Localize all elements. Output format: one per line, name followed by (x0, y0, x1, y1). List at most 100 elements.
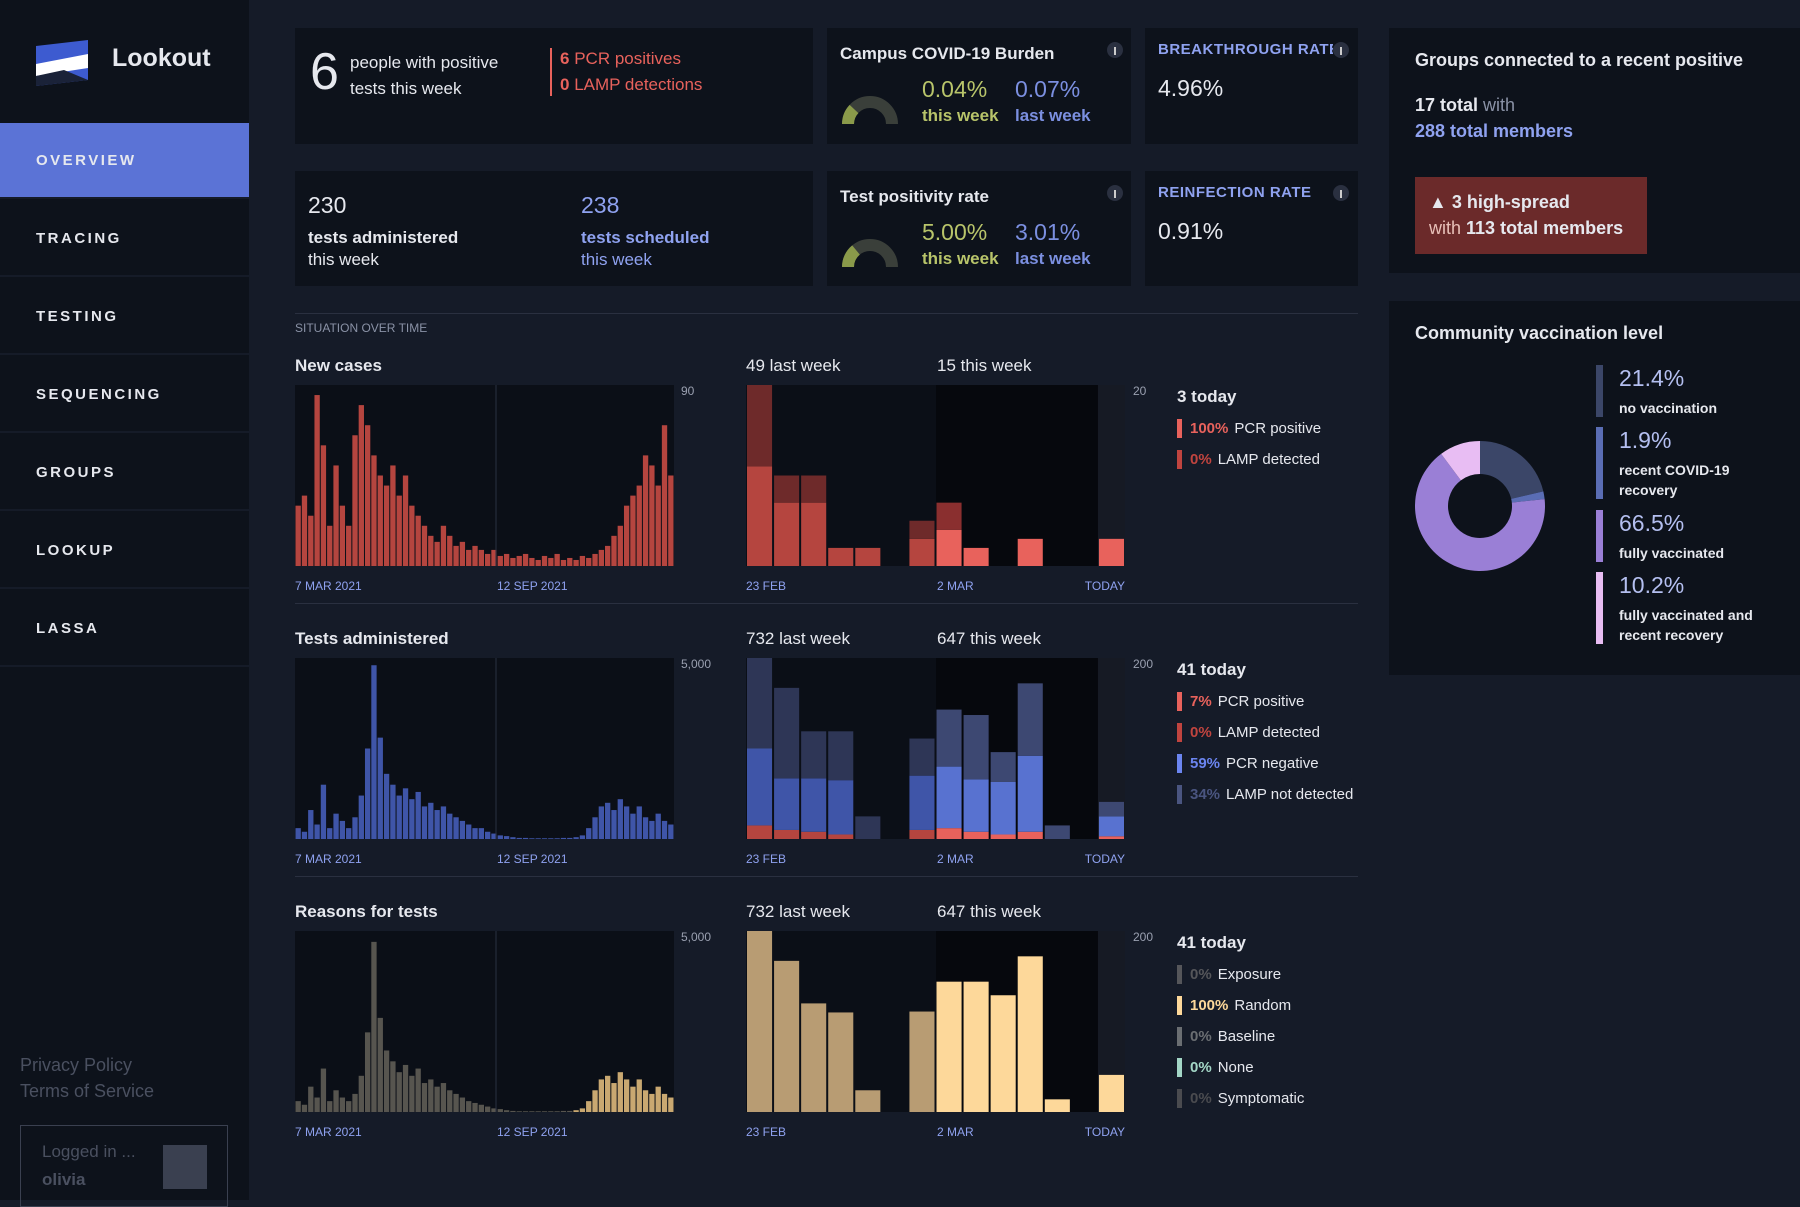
bar (314, 1097, 320, 1112)
y-tick-label: 5,000 (681, 930, 711, 944)
chart-title: New cases (295, 356, 382, 375)
bar (541, 555, 548, 566)
legend-pct: 0% (1190, 724, 1212, 741)
legend-entry: 0% Exposure (1190, 966, 1281, 983)
high-spread-alert[interactable] (1415, 177, 1647, 254)
legend-value: 21.4% (1619, 365, 1685, 391)
bar (592, 817, 598, 839)
alert-count: ▲ 3 high-spread (1429, 192, 1570, 212)
bar (301, 495, 308, 566)
legend-entry: 34% LAMP not detected (1190, 786, 1353, 803)
bar (377, 1017, 383, 1112)
legend-swatch (1177, 692, 1182, 711)
bar (541, 1111, 548, 1112)
nav-item[interactable]: GROUPS (0, 435, 249, 511)
legend-pct: 0% (1190, 1028, 1212, 1045)
bar (346, 828, 352, 839)
bar (453, 817, 459, 839)
x-tick-label: 12 SEP 2021 (497, 579, 568, 593)
bar (466, 824, 472, 839)
tests-card (295, 171, 813, 286)
legend-pct: 34% (1190, 786, 1220, 803)
nav-item[interactable]: LOOKUP (0, 513, 249, 589)
burden-this: 0.04% (922, 76, 988, 102)
bar (308, 515, 314, 566)
bar (535, 838, 541, 839)
nav-item[interactable]: TESTING (0, 279, 249, 355)
bar (402, 475, 409, 566)
bar (936, 502, 962, 530)
nav-item[interactable]: SEQUENCING (0, 357, 249, 433)
administered-value: 230 (308, 192, 347, 218)
bar (649, 465, 655, 566)
bar (636, 1079, 642, 1112)
bar (617, 525, 623, 566)
terms-link[interactable]: Terms of Service (20, 1081, 155, 1101)
scheduled-label: tests scheduled (581, 228, 710, 247)
bar (434, 1086, 440, 1112)
legend-swatch (1596, 572, 1603, 644)
legend-swatch (1596, 510, 1603, 562)
legend-text: Exposure (1218, 966, 1281, 983)
burden-last: 0.07% (1015, 76, 1081, 102)
reinfection-card (1145, 171, 1358, 286)
info-icon[interactable] (1333, 185, 1349, 201)
bar (548, 838, 554, 839)
bar (440, 1083, 447, 1112)
bar (617, 1072, 623, 1112)
logo (36, 40, 88, 86)
bar (522, 837, 529, 839)
positivity-card (827, 171, 1131, 286)
bar (747, 825, 773, 839)
bar (301, 1104, 308, 1112)
separator (550, 48, 552, 96)
bar (396, 1072, 402, 1112)
bar (668, 475, 674, 566)
bar (909, 538, 935, 566)
x-tick-label: 23 FEB (746, 852, 786, 866)
bar (352, 817, 358, 839)
legend-swatch (1177, 419, 1182, 438)
bar (668, 1097, 674, 1112)
bar (415, 1068, 421, 1112)
vaccination-title: Community vaccination level (1415, 323, 1664, 343)
bar (459, 541, 466, 566)
bar (668, 824, 674, 839)
section-label: SITUATION OVER TIME (295, 321, 428, 335)
legend-pct: 100% (1190, 997, 1228, 1014)
bar (1098, 801, 1124, 817)
bar (1098, 1074, 1124, 1112)
bar (573, 1110, 579, 1112)
privacy-link[interactable]: Privacy Policy (20, 1055, 133, 1075)
legend-entry: 59% PCR negative (1190, 755, 1319, 772)
info-icon[interactable] (1333, 42, 1349, 58)
legend-label: no vaccination (1619, 400, 1718, 416)
nav-item[interactable]: TRACING (0, 201, 249, 277)
info-icon[interactable] (1107, 42, 1123, 58)
legend-entry: 0% LAMP detected (1190, 451, 1320, 468)
bar (314, 824, 320, 839)
positives-card (295, 28, 813, 144)
legend-swatch (1177, 996, 1182, 1015)
nav-item[interactable]: OVERVIEW (0, 123, 249, 199)
bar (491, 1108, 497, 1112)
brand: Lookout (112, 44, 211, 72)
today-count: 41 today (1177, 933, 1247, 952)
bar (636, 485, 642, 566)
positivity-this: 5.00% (922, 219, 988, 245)
scheduled-sub: this week (581, 250, 652, 269)
bar (447, 813, 453, 839)
legend-text: Random (1234, 997, 1291, 1014)
nav-item[interactable]: LASSA (0, 591, 249, 667)
bar (548, 557, 554, 566)
bar (396, 495, 402, 566)
bar (936, 709, 962, 767)
bar (466, 1101, 472, 1112)
bar (909, 738, 935, 776)
info-icon[interactable] (1107, 185, 1123, 201)
bar (352, 1093, 358, 1112)
bar (402, 788, 409, 839)
burden-last-label: last week (1015, 106, 1091, 125)
positives-label: people with positive tests this week (350, 53, 499, 98)
